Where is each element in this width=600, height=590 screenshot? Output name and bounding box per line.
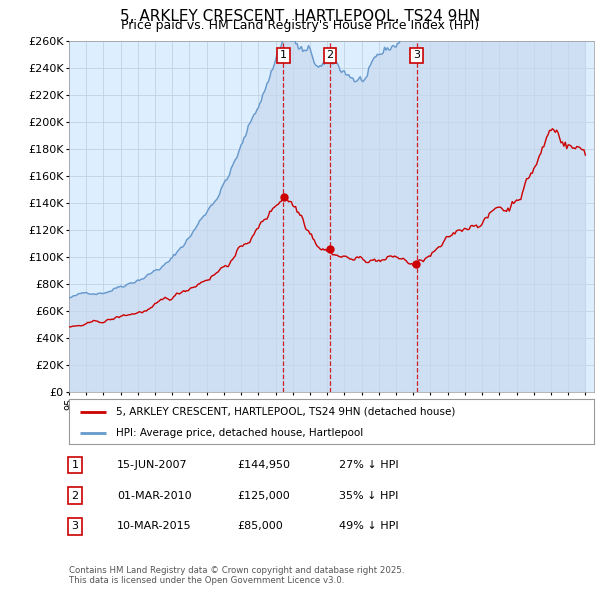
Text: £144,950: £144,950 xyxy=(237,460,290,470)
Text: 35% ↓ HPI: 35% ↓ HPI xyxy=(339,491,398,500)
Text: 5, ARKLEY CRESCENT, HARTLEPOOL, TS24 9HN (detached house): 5, ARKLEY CRESCENT, HARTLEPOOL, TS24 9HN… xyxy=(116,407,455,417)
Text: 1: 1 xyxy=(71,460,79,470)
Text: 1: 1 xyxy=(280,50,287,60)
Text: £125,000: £125,000 xyxy=(237,491,290,500)
Text: 3: 3 xyxy=(71,522,79,531)
Text: 3: 3 xyxy=(413,50,420,60)
Text: 2: 2 xyxy=(326,50,334,60)
Text: 01-MAR-2010: 01-MAR-2010 xyxy=(117,491,191,500)
Text: 5, ARKLEY CRESCENT, HARTLEPOOL, TS24 9HN: 5, ARKLEY CRESCENT, HARTLEPOOL, TS24 9HN xyxy=(120,9,480,24)
Text: 49% ↓ HPI: 49% ↓ HPI xyxy=(339,522,398,531)
Text: 2: 2 xyxy=(71,491,79,500)
Text: £85,000: £85,000 xyxy=(237,522,283,531)
Text: HPI: Average price, detached house, Hartlepool: HPI: Average price, detached house, Hart… xyxy=(116,428,364,438)
Text: 27% ↓ HPI: 27% ↓ HPI xyxy=(339,460,398,470)
Text: 15-JUN-2007: 15-JUN-2007 xyxy=(117,460,188,470)
Text: Price paid vs. HM Land Registry's House Price Index (HPI): Price paid vs. HM Land Registry's House … xyxy=(121,19,479,32)
Text: 10-MAR-2015: 10-MAR-2015 xyxy=(117,522,191,531)
Text: Contains HM Land Registry data © Crown copyright and database right 2025.
This d: Contains HM Land Registry data © Crown c… xyxy=(69,566,404,585)
